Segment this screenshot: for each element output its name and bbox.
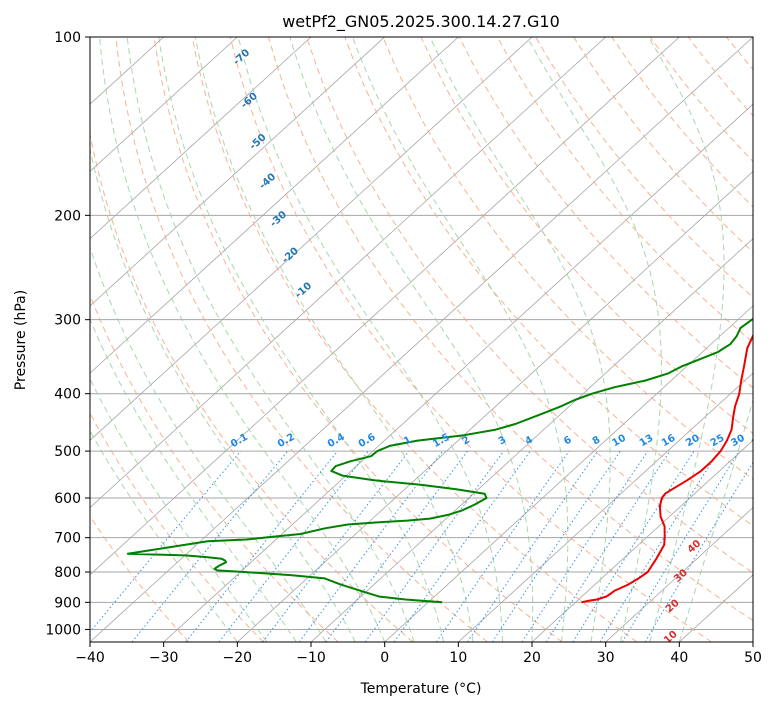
mixing-ratio-line-2	[325, 450, 468, 642]
isotherm--20	[237, 170, 753, 642]
mixing-ratio-line-3	[364, 450, 505, 642]
moist-adiabat--4	[90, 146, 356, 642]
x-tick-label: −30	[149, 650, 179, 666]
y-tick-label: 400	[54, 387, 81, 403]
isotherm--100	[90, 37, 312, 240]
dry-adiabat-50	[268, 37, 753, 622]
mixing-ratio-line-20	[572, 450, 695, 642]
mixing-ratio-line-0.4	[185, 450, 338, 642]
y-tick-label: 100	[54, 30, 81, 46]
moist-adiabat--16	[90, 377, 268, 642]
plot-area	[90, 37, 753, 642]
y-tick-label: 900	[54, 595, 81, 611]
dry-adiabat-10	[115, 37, 488, 642]
dry-adiabat-40	[229, 37, 712, 642]
dry-adiabat-80	[382, 37, 753, 481]
dry-adiabat-70	[344, 37, 753, 527]
mixing-ratio-label: 3	[497, 434, 509, 447]
x-tick-label: 50	[744, 650, 762, 666]
x-tick-label: 30	[597, 650, 615, 666]
moist-adiabat--12	[90, 318, 297, 642]
dry-adiabat--30	[90, 515, 190, 642]
mixing-ratio-line-10	[491, 450, 621, 642]
y-tick-label: 600	[54, 491, 81, 507]
isotherm--30	[163, 103, 753, 642]
moist-adiabat-8	[158, 37, 445, 642]
temperature-profile	[581, 333, 753, 604]
mixing-ratio-line-1.5	[298, 450, 444, 642]
mixing-ratio-line-13	[521, 450, 649, 642]
moist-adiabat-40	[678, 398, 753, 642]
y-tick-label: 500	[54, 444, 81, 460]
mixing-ratio-line-30	[621, 450, 740, 642]
moist-adiabat--8	[90, 246, 327, 642]
isotherm--70	[90, 37, 533, 441]
moist-adiabat-4	[126, 37, 415, 642]
mixing-ratio-line-4	[393, 450, 531, 642]
isotherm-30	[605, 507, 753, 642]
mixing-ratio-label: 4	[523, 434, 535, 447]
axes: −40 −30 −20 −10 0 10 20 30 40 50 1000 900 800 700 600 5…	[45, 30, 762, 666]
mixing-ratio-line-1	[262, 450, 410, 642]
mixing-ratio-line-6	[435, 450, 570, 642]
x-tick-label: 20	[523, 650, 541, 666]
x-tick-label: 10	[449, 650, 467, 666]
y-axis-label: Pressure (hPa)	[13, 290, 29, 390]
isotherm--40	[90, 37, 753, 642]
moist-adiabat--20	[90, 429, 238, 642]
isotherm--110	[90, 37, 238, 172]
moist-adiabat-20	[289, 37, 534, 642]
mixing-ratio-label: 8	[591, 434, 603, 447]
isotherm--10	[310, 238, 753, 642]
dry-adiabat-60	[306, 37, 753, 574]
moist-adiabat-36	[647, 37, 725, 642]
x-tick-label: −40	[75, 650, 105, 666]
mixing-ratio-line-8	[467, 450, 599, 642]
moist-adiabat-24	[352, 37, 569, 642]
chart-title: wetPf2_GN05.2025.300.14.27.G10	[282, 12, 560, 32]
isotherm--90	[90, 37, 385, 307]
mixing-ratio-line-16	[545, 450, 671, 642]
x-tick-label: 0	[380, 650, 389, 666]
x-tick-label: 40	[670, 650, 688, 666]
mixing-ratio-line-0.2	[131, 450, 288, 642]
dry-adiabat--20	[90, 412, 264, 642]
isotherm--50	[90, 37, 680, 576]
moist-adiabat-16	[237, 37, 503, 642]
dry-adiabat-30	[191, 37, 638, 642]
dry-adiabat-0	[90, 131, 414, 642]
isotherm-10	[458, 372, 753, 642]
dry-adiabat-120	[535, 37, 753, 298]
mixing-ratio-label: 36	[750, 433, 768, 450]
moist-adiabat-12	[194, 37, 474, 642]
y-tick-label: 1000	[45, 622, 81, 638]
isotherm-20	[531, 439, 753, 642]
y-tick-label: 300	[54, 313, 81, 329]
dry-adiabat-20	[153, 37, 563, 642]
x-axis-label: Temperature (°C)	[360, 681, 482, 697]
y-tick-label: 700	[54, 531, 81, 547]
plot-frame	[89, 36, 754, 643]
mixing-ratio-label: 1	[402, 434, 414, 447]
mixing-ratio-label: 6	[562, 434, 574, 447]
dry-adiabat-110	[496, 37, 753, 344]
x-tick-label: −10	[296, 650, 326, 666]
x-tick-label: −20	[223, 650, 253, 666]
y-tick-label: 800	[54, 565, 81, 581]
mixing-ratio-line-0.1	[90, 450, 242, 633]
isotherm-0	[384, 305, 753, 642]
isotherm--60	[90, 37, 606, 509]
mixing-ratio-label: 2	[461, 434, 473, 447]
moist-adiabat-32	[526, 37, 662, 642]
moist-adiabat-0	[99, 37, 386, 642]
dewpoint-profile	[126, 317, 753, 604]
y-tick-label: 200	[54, 208, 81, 224]
